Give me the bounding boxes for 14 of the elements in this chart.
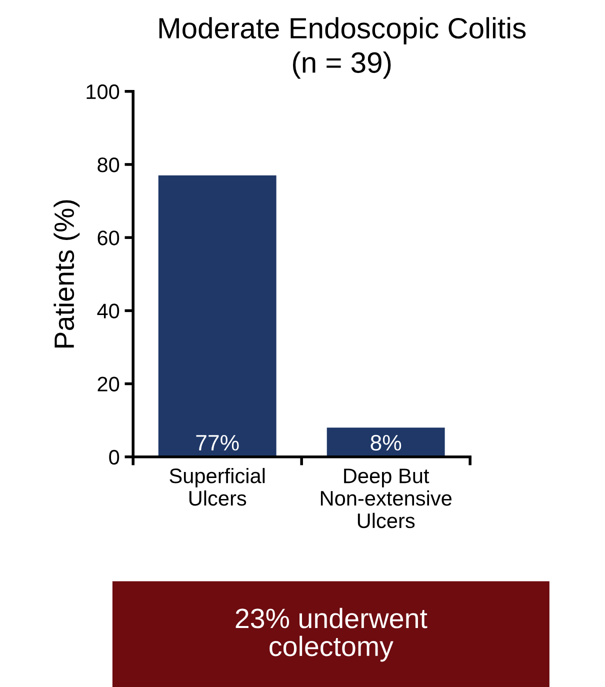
- x-tick-label: Deep But Non-extensive Ulcers: [320, 468, 452, 528]
- x-tick-label: Superficial Ulcers: [170, 468, 265, 506]
- y-tick-label: 80: [98, 157, 120, 172]
- chart-title: Moderate Endoscopic Colitis: [159, 17, 526, 44]
- y-axis-title: Patients (%): [54, 200, 80, 348]
- y-tick-label: 40: [97, 304, 120, 318]
- data-label: 77%: [196, 434, 239, 451]
- data-label: 8%: [370, 434, 402, 451]
- y-tick-label: 60: [98, 230, 120, 246]
- y-tick-label: 0: [109, 450, 120, 465]
- y-tick-label: 20: [98, 376, 120, 392]
- y-tick-label: 100: [86, 84, 120, 100]
- chart-subtitle: (n = 39): [292, 52, 391, 79]
- text: 23% underwent colectomy: [236, 608, 428, 662]
